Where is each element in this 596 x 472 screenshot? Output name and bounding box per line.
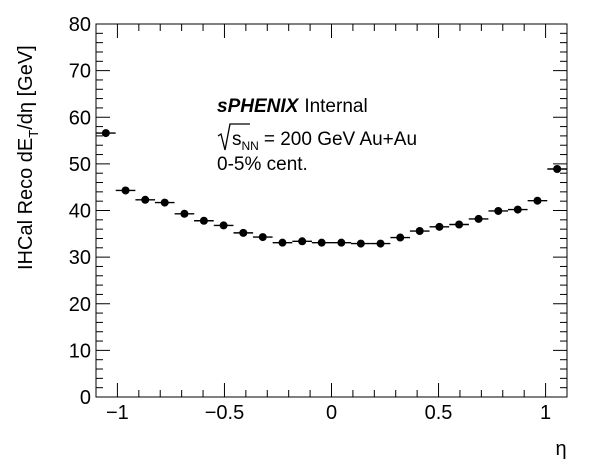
data-point xyxy=(194,216,214,225)
y-tick-label: 50 xyxy=(69,154,91,176)
data-marker xyxy=(396,233,405,242)
y-tick-label: 60 xyxy=(69,107,91,129)
y-tick-label: 40 xyxy=(69,201,91,223)
data-point xyxy=(96,129,116,138)
data-point xyxy=(409,227,430,236)
x-tick-label: 0 xyxy=(326,402,337,424)
y-axis: 0 10 20 30 40 50 60 70 80 xyxy=(69,14,567,409)
data-point xyxy=(488,206,509,215)
data-marker xyxy=(494,206,503,215)
data-marker xyxy=(278,238,287,247)
y-tick-label: 30 xyxy=(69,247,91,269)
data-marker xyxy=(160,198,169,207)
energy-variable: s xyxy=(232,129,242,150)
data-marker xyxy=(415,227,424,236)
data-marker xyxy=(199,216,208,225)
data-marker xyxy=(513,205,522,214)
y-tick-label: 20 xyxy=(69,294,91,316)
data-point xyxy=(351,239,371,248)
data-point xyxy=(233,228,254,237)
data-marker xyxy=(298,237,307,246)
data-point xyxy=(292,237,312,246)
data-point xyxy=(311,238,332,247)
x-tick-label: −0.5 xyxy=(205,402,244,424)
data-marker xyxy=(376,239,385,248)
centrality-label: 0-5% cent. xyxy=(217,154,308,175)
data-marker xyxy=(435,222,444,231)
data-point xyxy=(468,214,489,223)
data-point xyxy=(390,233,411,242)
data-point xyxy=(429,222,450,231)
data-point xyxy=(135,195,156,204)
x-tick-label: −1 xyxy=(106,402,129,424)
data-marker xyxy=(239,228,248,237)
data-point xyxy=(527,196,548,205)
data-point xyxy=(370,239,391,248)
x-tick-label: 1 xyxy=(540,402,551,424)
data-marker xyxy=(121,186,130,195)
data-point xyxy=(213,221,234,230)
x-tick-label: 0.5 xyxy=(425,402,453,424)
data-point xyxy=(449,220,469,229)
data-marker xyxy=(101,129,110,138)
experiment-label: sPHENIX Internal xyxy=(217,96,368,117)
y-axis-label: IHCal Reco dET/dη [GeV] xyxy=(15,45,41,270)
energy-value: = 200 GeV Au+Au xyxy=(264,129,417,150)
y-tick-label: 0 xyxy=(80,387,91,409)
data-point xyxy=(174,209,195,218)
y-tick-label: 10 xyxy=(69,340,91,362)
y-tick-label: 70 xyxy=(69,61,91,83)
data-marker xyxy=(474,214,483,223)
data-point xyxy=(252,233,273,242)
energy-variable-subscript: NN xyxy=(242,139,259,153)
y-axis-label-subscript: T xyxy=(26,130,41,138)
y-axis-label-part-a: IHCal Reco dE xyxy=(15,138,37,270)
data-point xyxy=(154,198,175,207)
data-point xyxy=(115,186,136,195)
data-point xyxy=(547,165,567,174)
data-marker xyxy=(317,238,326,247)
y-tick-label: 80 xyxy=(69,14,91,36)
data-marker xyxy=(533,196,542,205)
data-point xyxy=(331,238,352,247)
x-axis-label: η xyxy=(555,438,566,460)
data-marker xyxy=(219,221,228,230)
y-axis-label-part-b: /dη [GeV] xyxy=(15,45,37,130)
data-marker xyxy=(180,209,189,218)
data-marker xyxy=(337,238,346,247)
brand-name: sPHENIX xyxy=(217,96,300,117)
collision-energy-label: sNN = 200 GeV Au+Au xyxy=(217,123,417,153)
data-marker xyxy=(553,165,562,174)
data-series xyxy=(96,129,567,248)
svg-text:sNN= 200 GeV Au+Au: sNN = 200 GeV Au+Au xyxy=(232,129,417,153)
x-axis: −1 −0.5 0 0.5 1 xyxy=(95,24,568,424)
sqrt-symbol-icon xyxy=(217,123,250,151)
data-marker xyxy=(258,233,267,242)
data-point xyxy=(507,205,528,214)
status-text: Internal xyxy=(304,96,367,117)
data-point xyxy=(272,238,293,247)
data-marker xyxy=(455,220,464,229)
data-marker xyxy=(356,239,365,248)
data-marker xyxy=(141,195,150,204)
